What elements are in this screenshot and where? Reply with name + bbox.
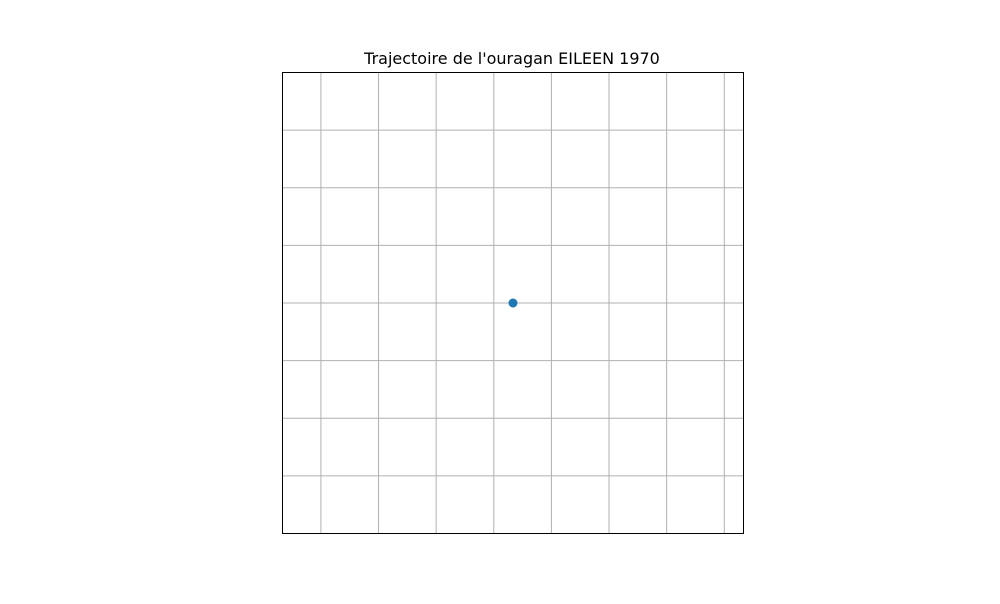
grid-lines xyxy=(282,72,744,534)
data-point xyxy=(508,298,518,308)
data-points xyxy=(508,298,518,308)
chart-title: Trajectoire de l'ouragan EILEEN 1970 xyxy=(363,49,660,68)
plot-frame xyxy=(282,72,744,534)
